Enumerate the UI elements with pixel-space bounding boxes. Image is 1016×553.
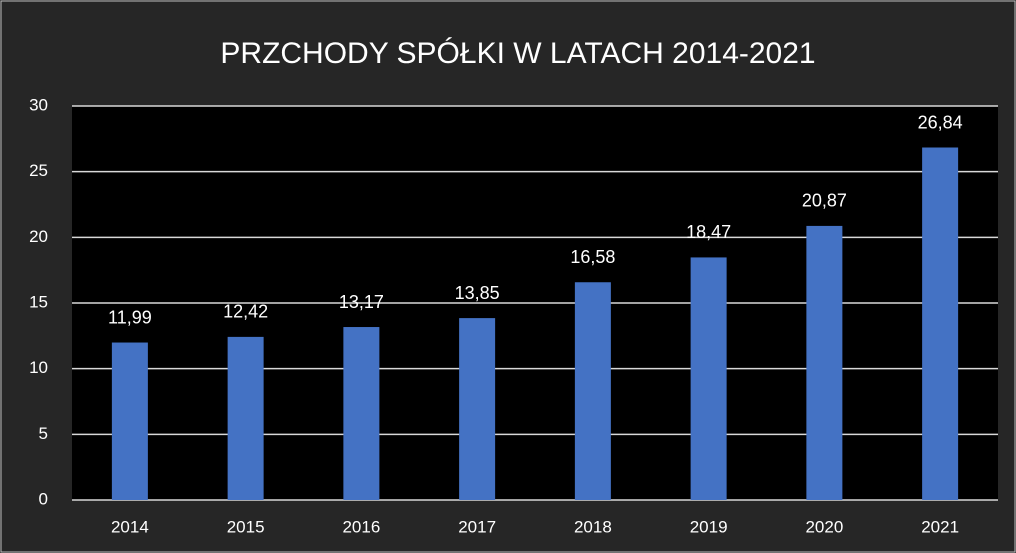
bar: [690, 257, 727, 500]
bar: [574, 282, 611, 500]
y-tick-label: 0: [39, 489, 48, 508]
value-label: 26,84: [918, 112, 963, 132]
x-tick-label: 2020: [805, 517, 843, 536]
bar: [343, 327, 380, 500]
value-label: 16,58: [570, 247, 615, 267]
bar: [111, 342, 148, 500]
bar: [922, 147, 959, 500]
y-tick-label: 15: [29, 292, 48, 311]
value-label: 11,99: [108, 307, 152, 327]
bar: [459, 318, 496, 500]
y-tick-label: 20: [29, 227, 48, 246]
x-tick-label: 2015: [227, 517, 265, 536]
y-tick-label: 10: [29, 358, 48, 377]
x-tick-label: 2017: [458, 517, 496, 536]
value-label: 20,87: [802, 191, 847, 211]
y-tick-label: 25: [29, 161, 48, 180]
x-tick-label: 2018: [574, 517, 612, 536]
value-label: 12,42: [223, 302, 268, 322]
bar: [806, 225, 843, 500]
value-label: 13,85: [455, 283, 500, 303]
x-tick-label: 2021: [921, 517, 959, 536]
x-tick-label: 2019: [690, 517, 728, 536]
x-tick-label: 2014: [111, 517, 149, 536]
y-tick-label: 30: [29, 95, 48, 114]
bar: [227, 336, 264, 500]
x-tick-label: 2016: [342, 517, 380, 536]
y-tick-label: 5: [39, 424, 48, 443]
value-label: 13,17: [339, 292, 384, 312]
value-label: 18,47: [686, 222, 731, 242]
chart-title: PRZCHODY SPÓŁKI W LATACH 2014-2021: [220, 37, 815, 70]
